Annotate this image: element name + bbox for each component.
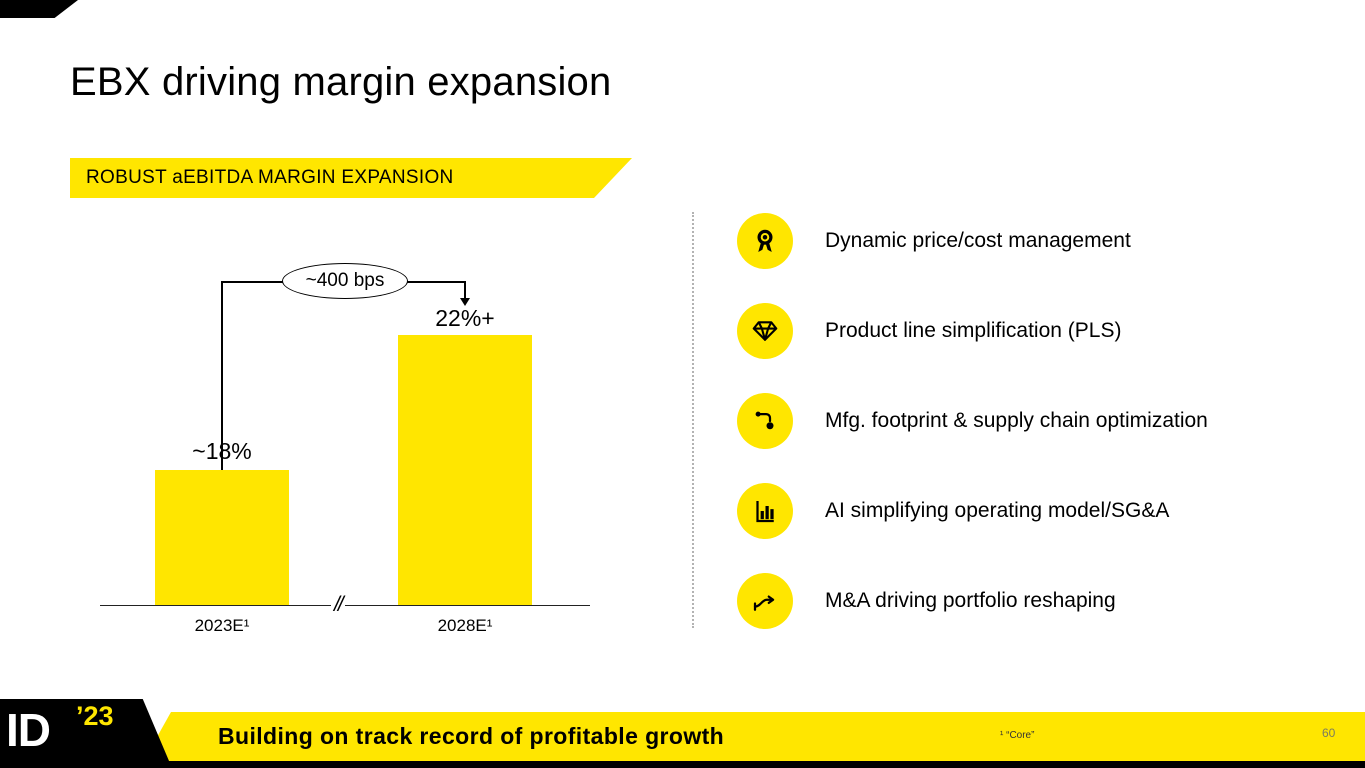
bps-annotation-label: ~400 bps	[305, 270, 385, 291]
margin-drivers-list: Dynamic price/cost management Product li…	[737, 213, 1327, 663]
axis-break-symbol: //	[331, 593, 345, 617]
takeoff-arrow-icon	[737, 573, 793, 629]
page-number: 60	[1322, 726, 1336, 740]
list-item-label: AI simplifying operating model/SG&A	[825, 499, 1170, 522]
bar-value-label-2028: 22%+	[435, 305, 495, 331]
bar-2028	[398, 335, 532, 605]
logo-id-text: ID	[6, 704, 51, 756]
bar-value-label-2023: ~18%	[192, 438, 252, 464]
page-title: EBX driving margin expansion	[70, 60, 612, 104]
x-axis-line	[100, 605, 590, 606]
footer-bottom-strip	[0, 761, 1365, 768]
list-item-label: Mfg. footprint & supply chain optimizati…	[825, 409, 1208, 432]
vertical-dotted-divider	[692, 212, 694, 628]
list-item: AI simplifying operating model/SG&A	[737, 483, 1327, 539]
list-item-label: Dynamic price/cost management	[825, 229, 1131, 252]
footer-bar	[143, 712, 1365, 762]
section-banner-label: ROBUST aEBITDA MARGIN EXPANSION	[86, 167, 454, 188]
corner-accent-shape	[0, 0, 78, 18]
id23-logo: ID ’23	[0, 699, 172, 768]
category-label-2023: 2023E¹	[194, 616, 250, 635]
bar-2023	[155, 470, 289, 605]
margin-bar-chart: ~400 bps ~18% 22%+ // 2023E¹ 2028E¹	[70, 210, 630, 640]
category-label-2028: 2028E¹	[437, 616, 493, 635]
award-ribbon-icon	[737, 213, 793, 269]
footnote: ¹ “Core”	[1000, 730, 1035, 741]
diamond-icon	[737, 303, 793, 359]
connector-line-vertical	[221, 281, 223, 470]
list-item: M&A driving portfolio reshaping	[737, 573, 1327, 629]
list-item-label: Product line simplification (PLS)	[825, 319, 1122, 342]
bar-chart-icon	[737, 483, 793, 539]
bps-annotation-bubble: ~400 bps	[282, 263, 408, 299]
logo-year-text: ’23	[76, 701, 114, 731]
list-item: Mfg. footprint & supply chain optimizati…	[737, 393, 1327, 449]
list-item: Dynamic price/cost management	[737, 213, 1327, 269]
connector-arrow-head-icon	[460, 298, 470, 306]
section-banner: ROBUST aEBITDA MARGIN EXPANSION	[70, 158, 632, 198]
route-icon	[737, 393, 793, 449]
list-item-label: M&A driving portfolio reshaping	[825, 589, 1116, 612]
list-item: Product line simplification (PLS)	[737, 303, 1327, 359]
connector-arrow-stem	[464, 281, 466, 300]
footer-tagline: Building on track record of profitable g…	[218, 723, 725, 749]
